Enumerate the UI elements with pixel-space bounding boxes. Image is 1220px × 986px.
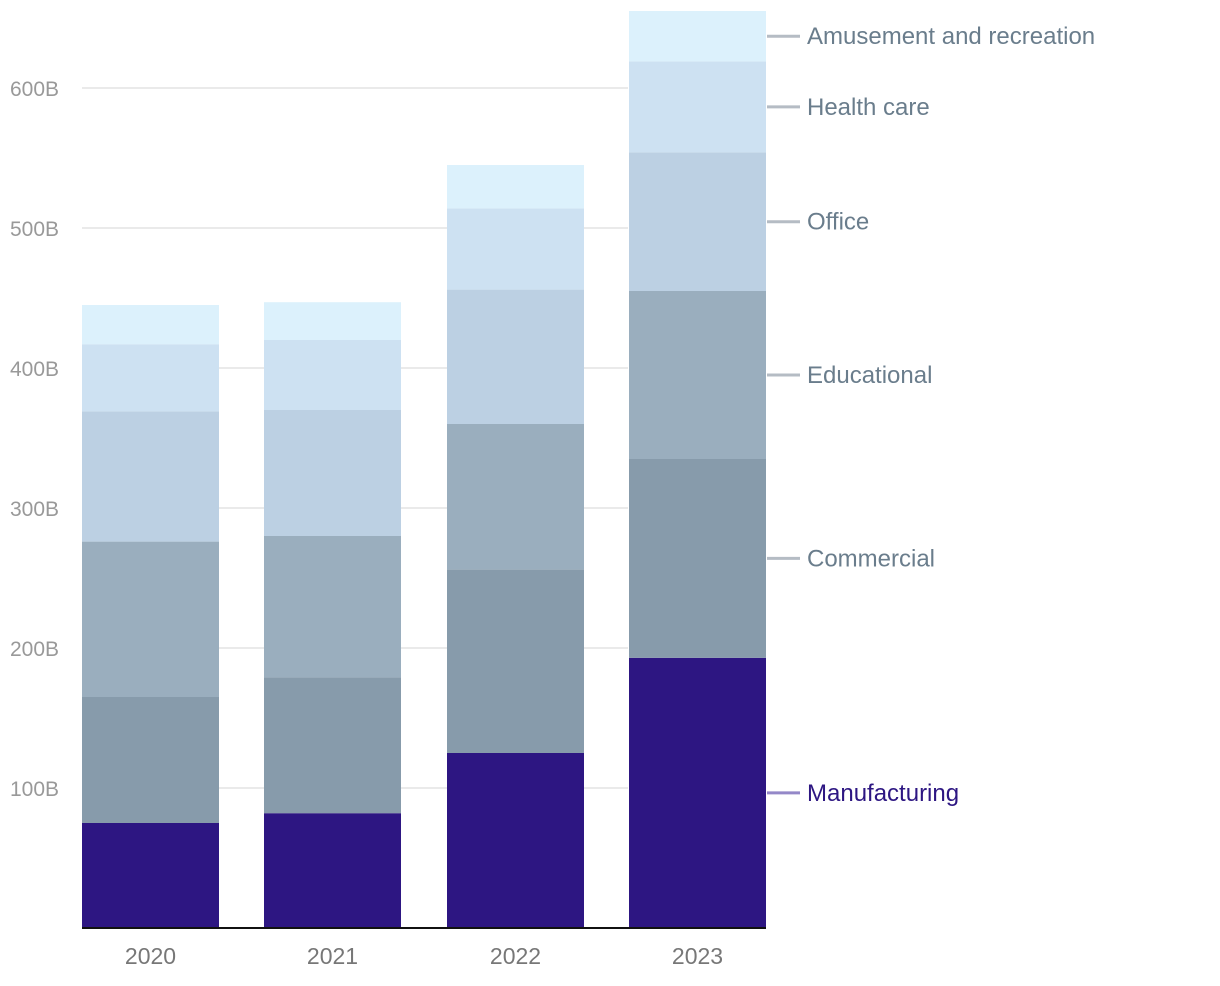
bar-segment-amusement-and-recreation-2020 <box>82 305 219 345</box>
bars <box>82 11 766 928</box>
bar-segment-manufacturing-2023 <box>629 657 766 928</box>
bar-group-2022 <box>447 165 584 928</box>
bar-segment-manufacturing-2022 <box>447 753 584 928</box>
bar-segment-office-2023 <box>629 152 766 291</box>
legend-item-manufacturing: Manufacturing <box>767 780 959 807</box>
legend-label: Commercial <box>807 545 935 572</box>
legend-label: Amusement and recreation <box>807 23 1095 50</box>
bar-segment-office-2022 <box>447 289 584 424</box>
x-tick-label: 2023 <box>672 943 723 969</box>
bar-segment-manufacturing-2020 <box>82 823 219 928</box>
bar-segment-educational-2022 <box>447 424 584 570</box>
x-axis-ticks: 2020 2021 2022 2023 <box>125 943 723 969</box>
x-tick-label: 2021 <box>307 943 358 969</box>
bar-segment-commercial-2020 <box>82 697 219 823</box>
bar-segment-commercial-2023 <box>629 459 766 658</box>
x-tick-label: 2022 <box>490 943 541 969</box>
legend-item-office: Office <box>767 209 869 236</box>
legend-label: Office <box>807 209 869 236</box>
bar-segment-amusement-and-recreation-2021 <box>264 302 401 340</box>
y-tick-label: 100B <box>10 778 59 801</box>
bar-segment-office-2020 <box>82 411 219 542</box>
bar-segment-health-care-2023 <box>629 61 766 153</box>
x-tick-label: 2020 <box>125 943 176 969</box>
bar-segment-health-care-2020 <box>82 344 219 412</box>
bar-segment-commercial-2022 <box>447 569 584 753</box>
bar-segment-office-2021 <box>264 410 401 536</box>
y-tick-label: 300B <box>10 498 59 521</box>
legend-label: Educational <box>807 362 932 389</box>
y-tick-label: 500B <box>10 218 59 241</box>
legend-item-amusement-and-recreation: Amusement and recreation <box>767 23 1095 50</box>
bar-segment-manufacturing-2021 <box>264 813 401 928</box>
bar-segment-health-care-2022 <box>447 208 584 290</box>
bar-group-2023 <box>629 11 766 928</box>
legend-item-commercial: Commercial <box>767 545 935 572</box>
legend: Manufacturing Commercial Educational Office… <box>767 23 1095 807</box>
bar-segment-health-care-2021 <box>264 340 401 410</box>
bar-group-2021 <box>264 302 401 928</box>
legend-label: Manufacturing <box>807 780 959 807</box>
legend-label: Health care <box>807 94 930 121</box>
bar-segment-educational-2020 <box>82 541 219 697</box>
y-tick-label: 600B <box>10 78 59 101</box>
bar-segment-amusement-and-recreation-2023 <box>629 11 766 62</box>
y-axis-ticks: 100B 200B 300B 400B 500B 600B <box>10 78 59 801</box>
legend-item-educational: Educational <box>767 362 932 389</box>
y-tick-label: 200B <box>10 638 59 661</box>
bar-segment-amusement-and-recreation-2022 <box>447 165 584 209</box>
bar-segment-educational-2023 <box>629 291 766 459</box>
bar-segment-commercial-2021 <box>264 677 401 814</box>
y-tick-label: 400B <box>10 358 59 381</box>
legend-item-health-care: Health care <box>767 94 930 121</box>
bar-segment-educational-2021 <box>264 536 401 678</box>
bar-group-2020 <box>82 305 219 928</box>
